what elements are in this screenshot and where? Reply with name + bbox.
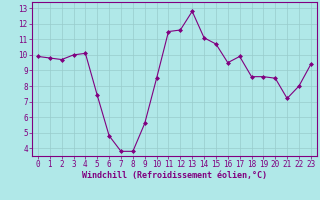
X-axis label: Windchill (Refroidissement éolien,°C): Windchill (Refroidissement éolien,°C) [82, 171, 267, 180]
